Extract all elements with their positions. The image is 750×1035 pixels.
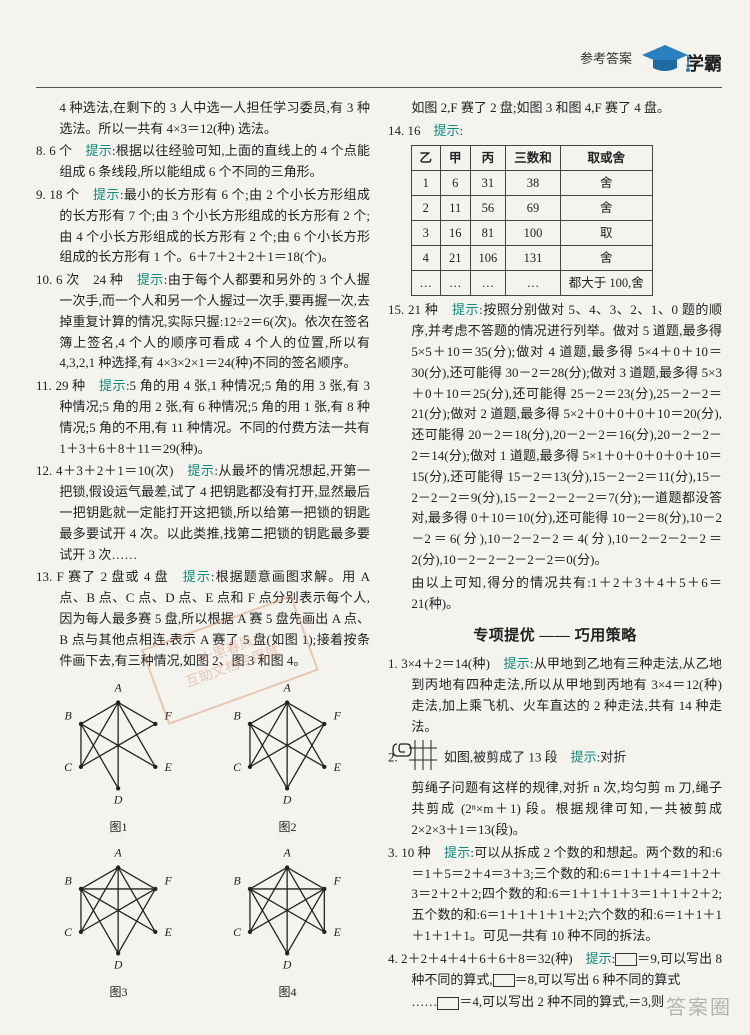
item-13: 13. F 赛了 2 盘或 4 盘 提示:根据题意画图求解。用 A 点、B 点、…	[36, 567, 370, 671]
hint-label: 提示	[183, 569, 211, 584]
svg-text:C: C	[233, 925, 241, 939]
item-15-summary: 由以上可知,得分的情况共有:1＋2＋3＋4＋5＋6＝21(种)。	[388, 573, 722, 615]
hint-label: 提示	[93, 187, 120, 202]
svg-text:B: B	[65, 873, 72, 887]
svg-text:B: B	[234, 873, 241, 887]
q2-body: 剪绳子问题有这样的规律,对折 n 次,均匀剪 m 刀,绳子共剪成 (2ⁿ×m＋1…	[388, 778, 722, 840]
table-row: 421106131舍	[411, 246, 652, 271]
hint-label: 提示	[187, 463, 214, 478]
svg-text:D: D	[282, 957, 292, 971]
q4: 4. 2＋2＋4＋4＋6＋6＋8＝32(种) 提示:＝9,可以写出 8 种不同的…	[388, 949, 722, 991]
table-header: 丙	[470, 146, 506, 171]
right-column: 如图 2,F 赛了 2 盘;如图 3 和图 4,F 赛了 4 盘。 14. 16…	[388, 98, 722, 1015]
table-row: 163138舍	[411, 171, 652, 196]
figure-2: ABCDEF 图2	[212, 681, 362, 837]
table-header: 三数和	[506, 146, 561, 171]
svg-text:A: A	[283, 681, 292, 695]
table-header: 甲	[441, 146, 471, 171]
hint-label: 提示	[434, 123, 460, 138]
svg-text:E: E	[333, 925, 342, 939]
svg-text:F: F	[333, 709, 342, 723]
svg-text:F: F	[164, 709, 173, 723]
item-8: 8. 6 个 提示:根据以往经验可知,上面的直线上的 4 个点能组成 6 条线段…	[36, 141, 370, 183]
svg-text:A: A	[283, 846, 292, 860]
svg-text:B: B	[65, 709, 72, 723]
svg-text:C: C	[64, 925, 72, 939]
hint-label: 提示	[586, 951, 612, 966]
svg-text:D: D	[113, 793, 123, 807]
svg-text:D: D	[113, 957, 123, 971]
header-rule	[36, 87, 722, 88]
svg-text:E: E	[164, 925, 173, 939]
svg-text:A: A	[114, 681, 123, 695]
table-header: 乙	[411, 146, 441, 171]
item-10: 10. 6 次 24 种 提示:由于每个人都要和另外的 3 个人握一次手,而一个…	[36, 270, 370, 374]
table-header: 取或舍	[560, 146, 652, 171]
table-row: 31681100取	[411, 221, 652, 246]
hint-label: 提示	[137, 272, 164, 287]
svg-text:B: B	[234, 709, 241, 723]
blank-box-icon	[615, 953, 637, 966]
figure-4: ABCDEF 图4	[212, 846, 362, 1002]
item-14: 14. 16 提示:	[388, 121, 722, 142]
section-title: 专项提优 —— 巧用策略	[388, 624, 722, 648]
figure-3: ABCDEF 图3	[43, 846, 193, 1002]
item-7-continued: 4 种选法,在剩下的 3 人中选一人担任学习委员,有 3 种选法。所以一共有 4…	[36, 98, 370, 140]
graduation-cap-icon	[638, 41, 692, 77]
svg-text:F: F	[333, 873, 342, 887]
hint-label: 提示	[86, 143, 112, 158]
item-11: 11. 29 种 提示:5 角的用 4 张,1 种情况;5 角的用 3 张,有 …	[36, 376, 370, 459]
item-15: 15. 21 种 提示:按照分别做对 5、4、3、2、1、0 题的顺序,并考虑不…	[388, 300, 722, 570]
item-12: 12. 4＋3＋2＋1＝10(次) 提示:从最坏的情况想起,开第一把锁,假设运气…	[36, 461, 370, 565]
hint-label: 提示	[503, 656, 529, 671]
table-row: …………都大于 100,舍	[411, 271, 652, 296]
watermark: 答案圈	[666, 992, 732, 1024]
svg-text:C: C	[233, 760, 241, 774]
svg-text:E: E	[164, 760, 173, 774]
svg-text:A: A	[114, 846, 123, 860]
fold-diagram-icon	[414, 740, 437, 777]
item-9: 9. 18 个 提示:最小的长方形有 6 个;由 2 个小长方形组成的长方形有 …	[36, 185, 370, 268]
table-row: 2115669舍	[411, 196, 652, 221]
figure-1: ABCDEF 图1	[43, 681, 193, 837]
blank-box-icon	[493, 974, 515, 987]
hint-label: 提示	[99, 378, 126, 393]
blank-box-icon	[437, 997, 459, 1010]
hint-label: 提示	[444, 845, 470, 860]
left-column: 4 种选法,在剩下的 3 人中选一人担任学习委员,有 3 种选法。所以一共有 4…	[36, 98, 370, 1015]
svg-text:D: D	[282, 793, 292, 807]
q1: 1. 3×4＋2＝14(种) 提示:从甲地到乙地有三种走法,从乙地到丙地有四种走…	[388, 654, 722, 737]
svg-text:E: E	[333, 760, 342, 774]
hexagon-figures: ABCDEF 图1 ABCDEF 图2 ABCDEF 图3 ABCDEF 图4	[36, 681, 370, 1001]
hint-label: 提示	[452, 302, 479, 317]
item-13-continued: 如图 2,F 赛了 2 盘;如图 3 和图 4,F 赛了 4 盘。	[388, 98, 722, 119]
svg-text:F: F	[164, 873, 173, 887]
item-14-table: 乙甲丙三数和取或舍163138舍2115669舍31681100取4211061…	[411, 145, 653, 296]
header-section: 参考答案	[580, 49, 632, 70]
hint-label: 提示	[571, 749, 597, 764]
svg-text:C: C	[64, 760, 72, 774]
q2: 2. 如图,被剪成了 13 段 提示:对折	[388, 740, 722, 777]
q3: 3. 10 种 提示:可以从拆成 2 个数的和想起。两个数的和:6＝1＋5＝2＋…	[388, 843, 722, 947]
